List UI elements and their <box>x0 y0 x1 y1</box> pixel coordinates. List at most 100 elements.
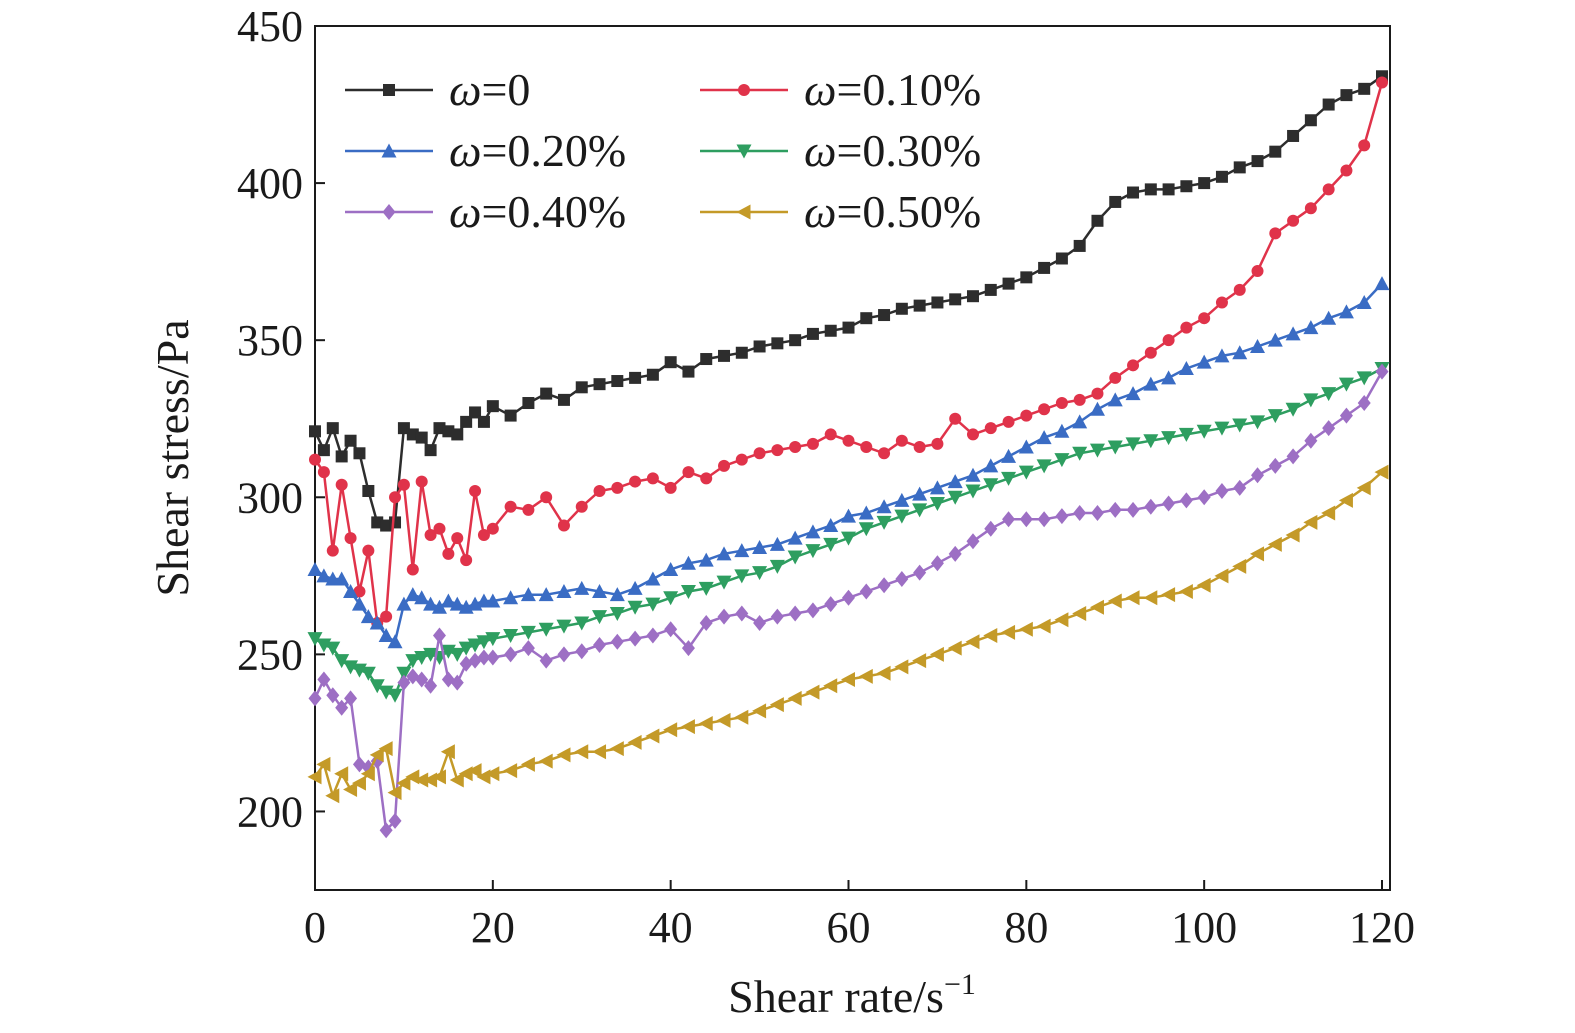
data-point <box>663 722 678 738</box>
data-point <box>769 697 784 713</box>
data-point <box>806 437 819 450</box>
data-point <box>735 605 749 622</box>
data-point <box>966 428 979 441</box>
data-point <box>983 628 998 644</box>
data-point <box>1215 482 1229 499</box>
data-point <box>1055 508 1069 525</box>
data-point <box>1303 514 1318 530</box>
data-point <box>1037 511 1051 528</box>
data-point <box>467 638 483 653</box>
data-point <box>557 393 570 406</box>
data-point <box>369 747 384 763</box>
data-point <box>335 450 348 463</box>
legend-marker <box>736 144 752 159</box>
data-point <box>1340 164 1353 177</box>
data-point <box>1251 265 1264 278</box>
data-point <box>433 522 446 535</box>
data-point <box>948 545 962 562</box>
data-point <box>966 290 979 303</box>
data-point <box>1233 161 1246 174</box>
data-point <box>716 546 732 561</box>
data-point <box>440 593 456 608</box>
x-tick-label: 60 <box>827 903 871 952</box>
data-point <box>414 590 430 605</box>
data-point <box>1251 467 1265 484</box>
data-point <box>389 491 402 504</box>
data-point <box>629 475 642 488</box>
data-point <box>317 671 331 688</box>
data-point <box>503 590 519 605</box>
data-point <box>931 296 944 309</box>
data-point <box>1267 409 1283 424</box>
data-point <box>1339 407 1353 424</box>
data-point <box>929 646 944 662</box>
series-line <box>314 282 1383 644</box>
y-tick-label: 300 <box>237 473 303 522</box>
data-point <box>718 459 731 472</box>
data-point <box>593 378 606 391</box>
data-point <box>574 616 590 631</box>
legend-value: =0.30% <box>836 125 981 176</box>
data-point <box>929 480 945 495</box>
data-point <box>540 387 553 400</box>
data-point <box>476 635 492 650</box>
data-point <box>734 709 749 725</box>
data-point <box>1019 511 1033 528</box>
data-point <box>424 444 437 457</box>
data-point <box>860 441 873 454</box>
legend-marker <box>383 84 395 96</box>
data-point <box>353 585 366 598</box>
data-point <box>1073 504 1087 521</box>
data-point <box>1178 584 1193 600</box>
data-point <box>1356 480 1371 496</box>
data-point <box>787 530 803 545</box>
data-point <box>389 516 402 529</box>
data-point <box>575 643 589 660</box>
legend-label: ω=0.50% <box>804 186 981 237</box>
data-point <box>1143 434 1159 449</box>
legend-label: ω=0 <box>449 64 530 115</box>
data-point <box>700 353 713 366</box>
data-point <box>405 587 421 602</box>
data-point <box>449 772 464 788</box>
data-point <box>1196 577 1211 593</box>
legend: ω=0 ω=0.10%ω=0.20% ω=0.30%ω=0.40% ω=0.50% <box>345 64 981 237</box>
data-point <box>842 434 855 447</box>
data-point <box>593 636 607 653</box>
data-point <box>360 666 376 681</box>
legend-symbol: ω <box>449 186 481 237</box>
data-point <box>325 788 340 804</box>
data-point <box>414 772 429 788</box>
data-point <box>965 484 981 499</box>
data-point <box>823 678 838 694</box>
data-point <box>485 632 501 647</box>
data-point <box>334 571 350 586</box>
data-point <box>1338 304 1354 319</box>
data-point <box>1162 495 1176 512</box>
data-point <box>609 587 625 602</box>
data-point <box>309 453 321 466</box>
data-point <box>556 747 571 763</box>
data-point <box>949 293 962 306</box>
series-3 <box>307 361 1390 703</box>
data-point <box>1073 393 1086 406</box>
data-point <box>1144 498 1158 515</box>
data-point <box>1020 409 1033 422</box>
x-tick-label: 20 <box>471 903 515 952</box>
data-point <box>469 406 482 419</box>
data-point <box>353 447 366 460</box>
data-point <box>1036 618 1051 634</box>
data-point <box>789 334 802 347</box>
data-point <box>787 550 803 565</box>
data-point <box>1358 82 1371 95</box>
data-point <box>680 555 696 570</box>
data-point <box>1054 612 1069 628</box>
data-point <box>387 634 403 649</box>
data-point <box>1179 492 1193 509</box>
data-point <box>912 653 927 669</box>
data-point <box>574 744 589 760</box>
data-point <box>1072 606 1087 622</box>
data-point <box>388 812 402 829</box>
data-point <box>1054 453 1070 468</box>
data-point <box>343 781 358 797</box>
